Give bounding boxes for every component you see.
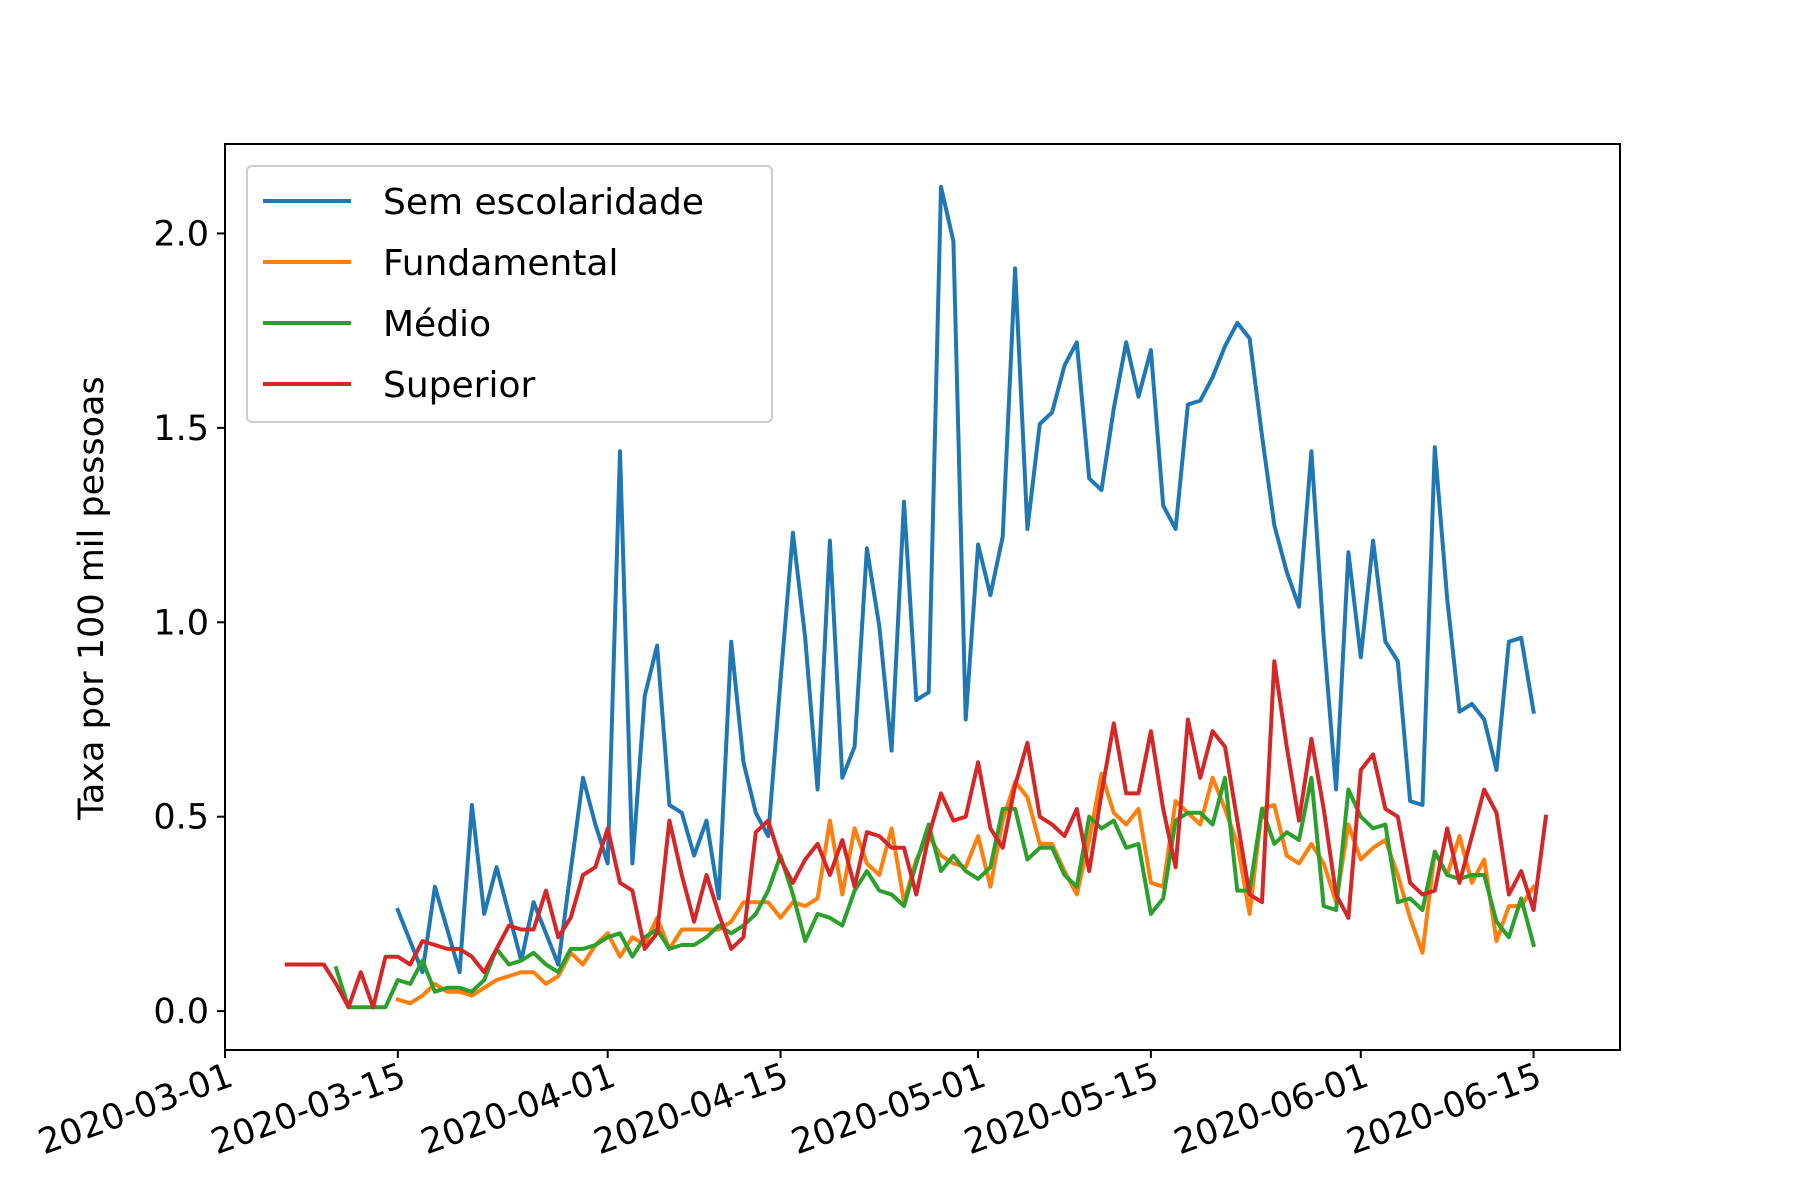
- y-tick-label: 1.0: [153, 603, 209, 643]
- y-tick-label: 2.0: [153, 214, 209, 254]
- y-tick-label: 0.5: [153, 798, 209, 838]
- series-line-sem-escolaridade: [395, 184, 1536, 975]
- legend-label-sem-escolaridade: Sem escolaridade: [383, 182, 704, 223]
- series-layer: [284, 184, 1549, 1010]
- legend-label-medio: Médio: [383, 304, 491, 345]
- series-line-fundamental: [395, 771, 1537, 1006]
- y-tick-label: 0.0: [153, 992, 209, 1032]
- legend-box: [246, 165, 773, 423]
- legend-label-fundamental: Fundamental: [383, 243, 619, 284]
- legend-label-superior: Superior: [383, 365, 535, 406]
- y-tick-label: 1.5: [153, 409, 209, 449]
- legend: Sem escolaridade Fundamental Médio Superior: [246, 165, 773, 423]
- y-axis: 0.0 0.5 1.0 1.5 2.0: [153, 214, 225, 1032]
- series-line-superior: [284, 659, 1549, 1010]
- plot-frame: [224, 143, 1621, 1051]
- series-line-medio: [333, 775, 1537, 1010]
- y-axis-title: Taxa por 100 mil pessoas: [72, 376, 112, 820]
